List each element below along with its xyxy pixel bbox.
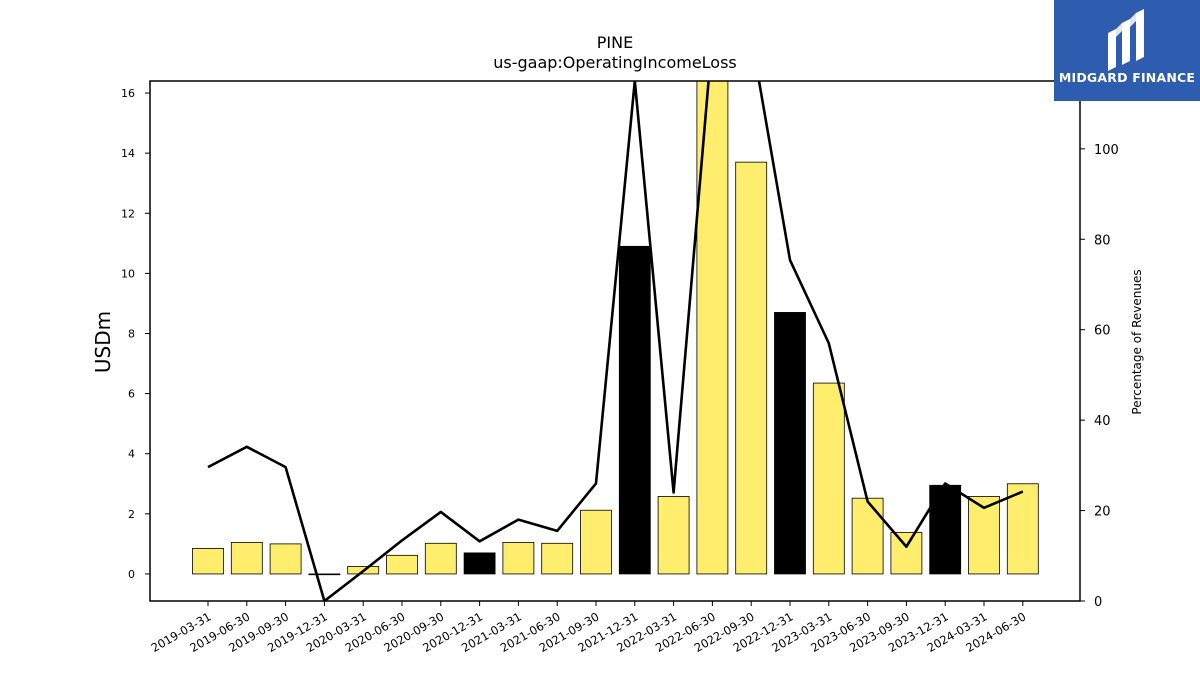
left-tick-label: 10 [121, 267, 135, 280]
chart-title: PINE [597, 33, 633, 52]
bar-2023-03-31 [812, 382, 845, 575]
left-tick-label: 2 [128, 508, 135, 521]
bar-2023-06-30 [851, 497, 884, 575]
bar-2023-12-31 [929, 484, 962, 575]
left-tick-label: 6 [128, 388, 135, 401]
percentage-line [207, 81, 1024, 601]
right-tick-label: 60 [1094, 324, 1111, 339]
right-axis-label: Percentage of Revenues [1130, 269, 1144, 414]
left-tick-label: 12 [121, 207, 135, 220]
bar-2021-06-30 [541, 542, 574, 575]
left-tick-label: 16 [121, 87, 135, 100]
bar-2020-06-30 [386, 554, 418, 575]
bar-2019-06-30 [230, 541, 263, 575]
right-tick-label: 40 [1094, 414, 1111, 429]
left-tick-label: 8 [128, 327, 135, 340]
bar-2020-12-31 [463, 552, 496, 575]
right-axis-ticks: 0 20 40 60 80 100 [1080, 143, 1119, 610]
left-axis-ticks: 0 2 4 6 8 10 12 14 16 [121, 87, 150, 581]
bar-2024-06-30 [1006, 483, 1039, 575]
bar-2024-03-31 [968, 495, 1000, 575]
bar-series [192, 81, 1039, 576]
line-series [207, 81, 1024, 601]
bar-2022-06-30 [696, 81, 729, 575]
chart-subtitle: us-gaap:OperatingIncomeLoss [493, 53, 737, 72]
left-tick-label: 0 [128, 568, 135, 581]
bar-2019-03-31 [192, 547, 224, 575]
right-tick-label: 20 [1094, 505, 1111, 520]
plot-frame [149, 80, 1081, 602]
midgard-m-icon [1108, 9, 1144, 71]
midgard-finance-logo: MIDGARD FINANCE [1054, 0, 1200, 101]
bar-2023-09-30 [890, 532, 923, 575]
left-tick-label: 14 [121, 147, 135, 160]
right-tick-label: 0 [1094, 595, 1102, 610]
left-axis-label: USDm [91, 311, 115, 373]
bar-2021-03-31 [502, 541, 535, 575]
right-tick-label: 100 [1094, 143, 1119, 158]
left-tick-label: 4 [128, 448, 135, 461]
bar-2022-03-31 [657, 495, 690, 575]
bar-2022-09-30 [735, 161, 768, 575]
bar-2019-12-31 [308, 573, 341, 576]
right-tick-label: 80 [1094, 233, 1111, 248]
bar-2021-12-31 [618, 245, 651, 575]
bar-2020-09-30 [424, 542, 457, 575]
bar-2021-09-30 [580, 509, 612, 575]
brand-name: MIDGARD FINANCE [1058, 70, 1196, 85]
bar-2022-12-31 [774, 312, 806, 575]
bar-2019-09-30 [269, 543, 302, 575]
x-axis-ticks: 2019-03-312019-06-302019-09-302019-12-31… [149, 601, 1028, 655]
